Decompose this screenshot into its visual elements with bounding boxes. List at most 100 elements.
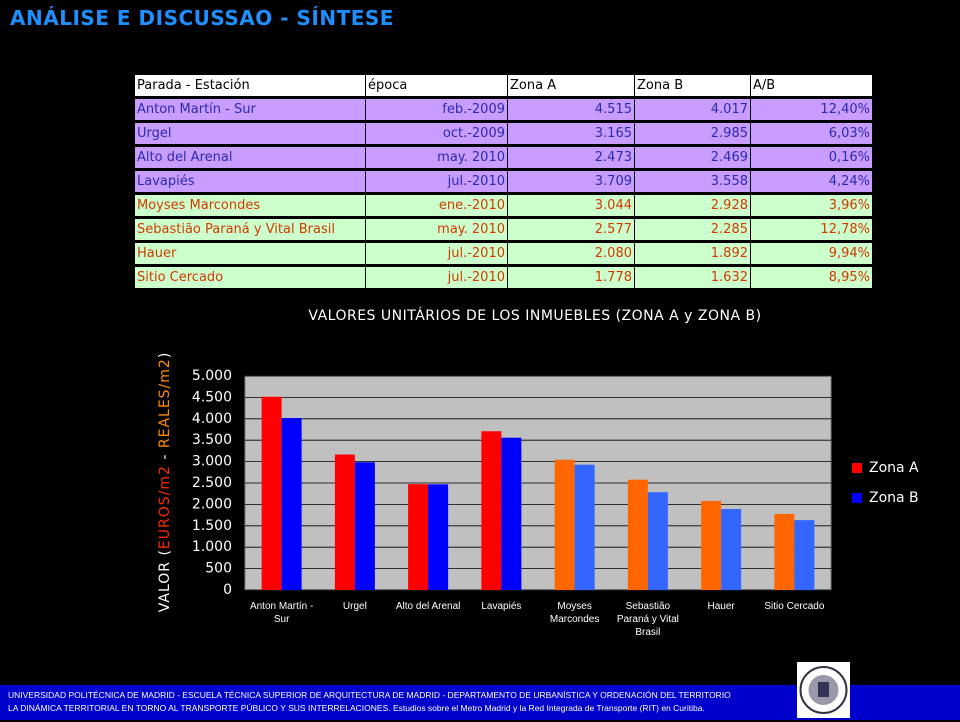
x-tick-label: Alto del Arenal [395, 601, 461, 612]
y-tick-label: 1.000 [192, 539, 232, 555]
y-tick-label: 4.500 [192, 389, 232, 405]
table-cell: 2.473 [507, 147, 634, 168]
bar [354, 462, 375, 590]
bar [774, 513, 795, 590]
logo-emblem [799, 666, 848, 714]
table-cell: oct.-2009 [365, 123, 507, 144]
logo [797, 662, 850, 718]
table-cell: 9,94% [750, 243, 872, 264]
y-tick-label: 2.000 [192, 496, 232, 512]
bar [721, 509, 742, 590]
table-row: Urgel oct.-2009 3.165 2.985 6,03% [134, 123, 872, 144]
y-axis-label-part: - [157, 448, 173, 465]
table-row: Sebastião Paraná y Vital Brasil may. 2010… [134, 219, 872, 240]
table-cell: ene.-2010 [365, 195, 507, 216]
table-cell: 2.469 [634, 147, 750, 168]
y-tick-label: 1.500 [192, 518, 232, 534]
table-row: Alto del Arenal may. 2010 2.473 2.469 0,16% [134, 147, 872, 168]
x-tick-label: Sitio Cercado [764, 601, 825, 612]
table-cell: 12,40% [750, 99, 872, 120]
x-tick-label: Anton Martín - Sur [249, 601, 314, 625]
table-cell: Sebastião Paraná y Vital Brasil [134, 219, 365, 240]
footer-line: UNIVERSIDAD POLITÉCNICA DE MADRID - ESCU… [8, 690, 731, 700]
column-header: Zona A [507, 75, 634, 96]
table-cell: 2.577 [507, 219, 634, 240]
bar [281, 418, 302, 590]
y-tick-label: 2.500 [192, 475, 232, 491]
y-axis-label-part: VALOR ( [157, 549, 173, 612]
footer-line: LA DINÁMICA TERRITORIAL EN TORNO AL TRAN… [8, 703, 705, 713]
legend-label: Zona A [869, 460, 919, 476]
table-cell: 8,95% [750, 267, 872, 288]
table-cell: 2.928 [634, 195, 750, 216]
table-cell: feb.-2009 [365, 99, 507, 120]
table-row: Lavapiés jul.-2010 3.709 3.558 4,24% [134, 171, 872, 192]
table-cell: 2.285 [634, 219, 750, 240]
legend-swatch [852, 463, 862, 473]
table-cell: Anton Martín - Sur [134, 99, 365, 120]
table-cell: 3.044 [507, 195, 634, 216]
table-cell: 0,16% [750, 147, 872, 168]
table-row: Moyses Marcondes ene.-2010 3.044 2.928 3,96% [134, 195, 872, 216]
bar [574, 464, 595, 590]
y-axis-label-part: REALES/m2 [157, 358, 173, 448]
table-cell: 12,78% [750, 219, 872, 240]
x-tick-label: Moyses Marcondes [549, 601, 600, 625]
bar [701, 500, 722, 590]
table-cell: 2.985 [634, 123, 750, 144]
table-cell: jul.-2010 [365, 171, 507, 192]
y-tick-label: 3.500 [192, 432, 232, 448]
table-cell: Lavapiés [134, 171, 365, 192]
slide-title: ANÁLISE E DISCUSSAO - SÍNTESE [10, 6, 394, 30]
table-cell: 1.632 [634, 267, 750, 288]
table-row: Sitio Cercado jul.-2010 1.778 1.632 8,95% [134, 267, 872, 288]
table-cell: 3.558 [634, 171, 750, 192]
data-table: Parada - Estación época Zona A Zona B A/B Ant… [134, 72, 872, 291]
table-cell: 4.017 [634, 99, 750, 120]
table-cell: Alto del Arenal [134, 147, 365, 168]
column-header: época [365, 75, 507, 96]
bar [627, 479, 648, 590]
bar [647, 492, 668, 590]
chart-title: VALORES UNITÁRIOS DE LOS INMUEBLES (ZONA… [308, 307, 761, 324]
table-cell: 1.778 [507, 267, 634, 288]
x-tick-label: Hauer [707, 601, 735, 612]
y-axis-label-part: ) [157, 352, 173, 358]
x-tick-label: Sebastião Paraná y Vital Brasil [616, 601, 679, 638]
bar [794, 520, 815, 590]
table-row: Hauer jul.-2010 2.080 1.892 9,94% [134, 243, 872, 264]
table-cell: Urgel [134, 123, 365, 144]
table-cell: 4.515 [507, 99, 634, 120]
table-cell: 3.165 [507, 123, 634, 144]
table-cell: Sitio Cercado [134, 267, 365, 288]
y-tick-label: 5.000 [192, 368, 232, 384]
table-cell: Moyses Marcondes [134, 195, 365, 216]
x-tick-label: Urgel [342, 601, 367, 612]
table-cell: 3.709 [507, 171, 634, 192]
bar [481, 431, 502, 590]
table-row: Anton Martín - Sur feb.-2009 4.515 4.017 12,… [134, 99, 872, 120]
bar [261, 396, 282, 590]
table-cell: Hauer [134, 243, 365, 264]
bar [428, 484, 449, 590]
y-tick-label: 0 [223, 582, 232, 598]
table-cell: 4,24% [750, 171, 872, 192]
y-axis-label-part: EUROS/m2 [157, 465, 173, 549]
column-header: A/B [750, 75, 872, 96]
y-tick-label: 500 [205, 561, 232, 577]
table-cell: may. 2010 [365, 219, 507, 240]
y-tick-label: 4.000 [192, 411, 232, 427]
table-cell: 1.892 [634, 243, 750, 264]
bar [408, 484, 429, 590]
column-header: Parada - Estación [134, 75, 365, 96]
table-cell: jul.-2010 [365, 243, 507, 264]
bar [501, 437, 522, 590]
table-cell: 2.080 [507, 243, 634, 264]
table-cell: 6,03% [750, 123, 872, 144]
table-cell: may. 2010 [365, 147, 507, 168]
x-tick-label: Lavapiés [481, 601, 522, 612]
bar [554, 459, 575, 590]
table-cell: 3,96% [750, 195, 872, 216]
